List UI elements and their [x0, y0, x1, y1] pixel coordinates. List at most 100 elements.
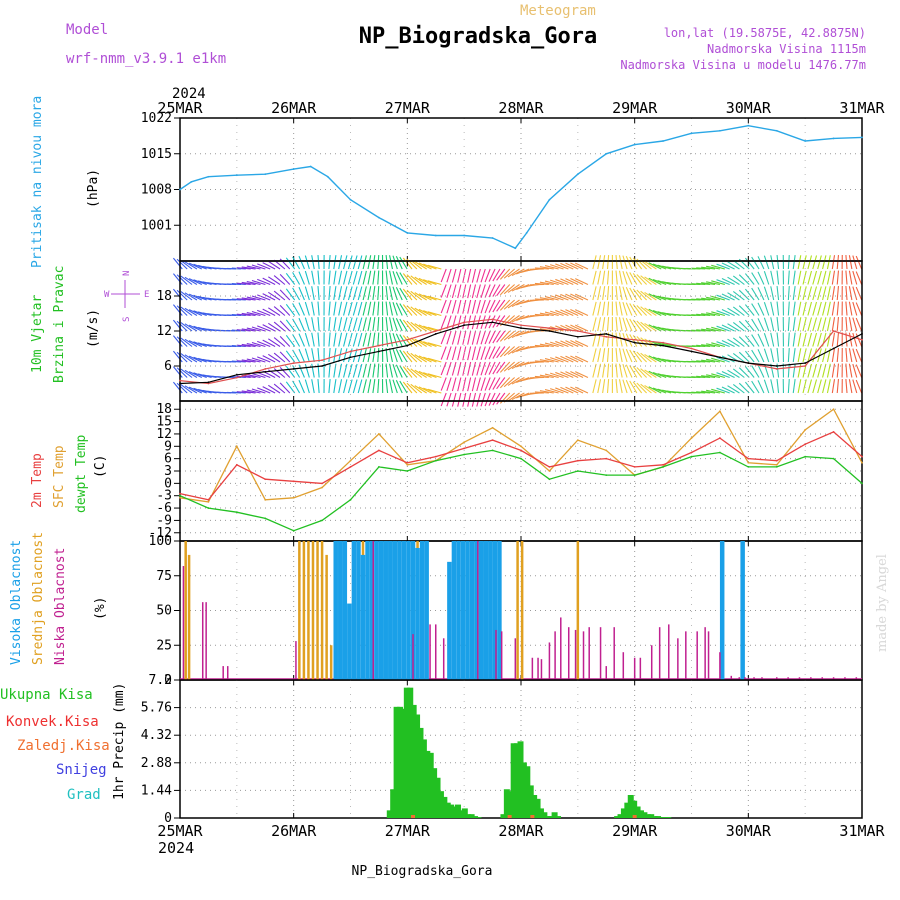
cloud-bar-2-28 [622, 652, 625, 680]
wind-arrow-570 [484, 315, 491, 329]
wind-arrow-1169 [812, 379, 818, 394]
pressure-line-point-2 [207, 175, 210, 178]
wind-arrow-701 [544, 389, 559, 394]
wind-arrow-543 [471, 315, 477, 330]
wind-arrow-991 [706, 281, 721, 286]
wind-arrow-526 [462, 330, 467, 345]
cloud-bar-0-10 [378, 541, 384, 680]
wind-arrow-1197 [831, 255, 836, 270]
wind-arrow-395 [389, 379, 393, 394]
wind-arrow-1170 [817, 255, 822, 270]
wind-arrow-1126 [792, 270, 796, 285]
wind-arrow-678 [534, 313, 549, 317]
wind-arrow-595 [496, 284, 506, 297]
wind-arrow-230 [298, 333, 305, 347]
wind-speed-line-point-16 [633, 341, 636, 344]
wind-arrow-1056 [744, 304, 755, 316]
wind-arrow-386 [385, 379, 389, 394]
wind-arrow-1208 [836, 286, 840, 301]
precip-bar-20 [454, 804, 461, 818]
wind-arrow-737 [565, 386, 579, 394]
wind-arrow-1061 [744, 381, 755, 394]
wind-arrow-356 [372, 332, 376, 347]
dewpt-line-point-0 [179, 494, 181, 497]
dewpt-line-point-22 [804, 455, 807, 458]
wind-speed-line-point-0 [179, 382, 181, 385]
wind-arrow-555 [476, 361, 481, 376]
wind-arrow-619 [503, 377, 515, 388]
wind-arrow-842 [629, 334, 638, 347]
ytick-label-temperature-3: -3 [156, 489, 172, 504]
wind-arrow-1020 [721, 308, 735, 316]
wind-arrow-250 [311, 363, 315, 378]
tsfc-line-point-18 [690, 437, 693, 439]
wind-arrow-459 [418, 262, 432, 270]
cloud-bar-0-5 [356, 541, 361, 680]
wind-arrow-155 [251, 295, 266, 301]
wind-arrow-7 [172, 366, 183, 378]
wind-arrow-162 [257, 263, 271, 270]
tsfc-line-point-13 [548, 470, 551, 472]
tsfc-line-point-23 [832, 408, 835, 411]
precip-bar-38 [537, 808, 544, 818]
wind-arrow-814 [618, 317, 623, 332]
wind-arrow-530 [462, 392, 467, 407]
tsfc-line-point-22 [804, 428, 807, 431]
cloud-bar-2-6 [372, 541, 374, 680]
wind-arrow-828 [625, 255, 633, 270]
wind-arrow-352 [372, 270, 376, 285]
wind-gust-line-point-24 [861, 338, 863, 341]
wind-arrow-1091 [770, 286, 775, 301]
ytick-label-clouds-4: 100 [149, 534, 172, 549]
x-label-top-4: 29MAR [612, 99, 658, 117]
wind-arrow-431 [402, 381, 413, 394]
wind-speed-line-point-1 [207, 381, 210, 384]
wind-arrow-314 [347, 379, 353, 394]
t2m-line-point-16 [633, 465, 636, 468]
wind-arrow-769 [597, 317, 602, 332]
wind-arrow-752 [575, 340, 589, 347]
wind-arrow-802 [615, 270, 618, 285]
wind-arrow-1021 [721, 324, 735, 332]
wind-arrow-22 [180, 322, 193, 332]
wind-arrow-581 [488, 346, 496, 360]
ytick-label-wind-0: 6 [164, 359, 172, 374]
wind-arrow-28 [184, 276, 198, 285]
wind-arrow-443 [410, 290, 423, 301]
wind-arrow-363 [377, 301, 380, 316]
wind-arrow-638 [511, 392, 525, 401]
wind-speed-line-point-9 [434, 333, 437, 335]
wind-arrow-333 [362, 255, 367, 270]
wind-arrow-1232 [845, 378, 848, 394]
wind-arrow-1076 [757, 333, 765, 347]
wind-arrow-1058 [744, 335, 755, 347]
wind-arrow-760 [592, 317, 597, 332]
precip-bar-16 [441, 796, 448, 818]
wind-arrow-123 [231, 360, 246, 363]
wind-arrow-572 [484, 346, 491, 360]
cloud-bar-2-21 [567, 627, 570, 680]
wind-arrow-1030 [727, 323, 740, 332]
x-label-bottom-6: 31MAR [839, 822, 885, 840]
wind-arrow-39 [188, 309, 203, 316]
wind-arrow-27 [184, 261, 198, 270]
cloud-bar-2-8 [429, 624, 431, 680]
wind-arrow-891 [652, 263, 667, 270]
wind-arrow-1090 [770, 270, 775, 285]
precip-legend-3: Snijeg [56, 762, 107, 778]
cloud-bar-0-7 [365, 541, 370, 680]
wind-arrow-1183 [822, 317, 827, 332]
wind-arrow-810 [618, 255, 623, 270]
wind-arrow-720 [560, 262, 574, 270]
wind-arrow-541 [471, 284, 477, 299]
cloud-bar-0-23 [456, 541, 461, 680]
wind-arrow-1068 [751, 349, 760, 363]
wind-arrow-503 [446, 392, 452, 407]
wind-arrow-801 [615, 255, 618, 270]
cloud-bar-1-6 [316, 541, 319, 680]
wind-arrow-324 [357, 255, 363, 270]
wind-arrow-412 [395, 364, 403, 378]
wind-arrow-690 [539, 359, 554, 363]
cloud-bar-1-3 [302, 541, 306, 680]
wind-arrow-366 [377, 347, 380, 363]
